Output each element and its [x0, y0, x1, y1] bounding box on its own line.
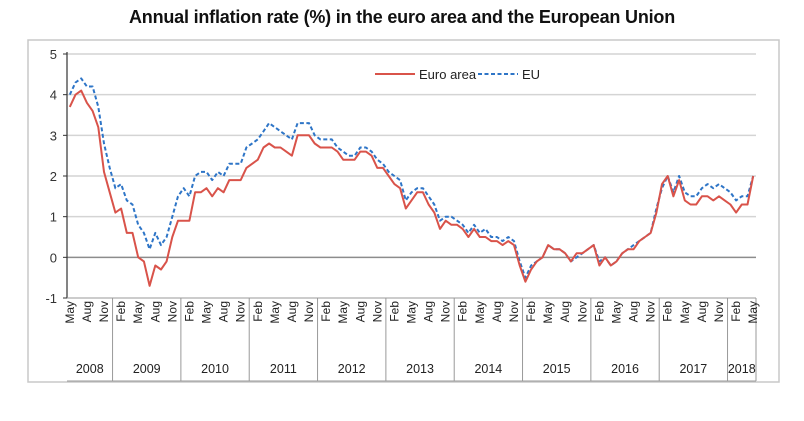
x-month-label: Aug [285, 301, 299, 322]
x-year-label: 2009 [133, 362, 161, 376]
x-month-label: Aug [558, 301, 572, 322]
x-month-label: Aug [80, 301, 94, 322]
x-month-label: Nov [644, 301, 658, 322]
x-month-label: Aug [353, 301, 367, 322]
x-month-label: May [63, 301, 77, 324]
y-tick-label: 4 [50, 88, 57, 103]
x-month-label: Feb [114, 301, 128, 322]
x-month-label: Nov [575, 301, 589, 322]
series-line-euro-area [68, 89, 755, 287]
y-tick-label: 2 [50, 169, 57, 184]
x-month-label: May [678, 301, 692, 324]
x-year-label: 2015 [543, 362, 571, 376]
x-month-label: Aug [148, 301, 162, 322]
x-month-label: Aug [217, 301, 231, 322]
chart-frame [27, 39, 780, 383]
x-month-label: Feb [524, 301, 538, 322]
x-month-label: Feb [251, 301, 265, 322]
x-month-label: Aug [422, 301, 436, 322]
x-month-label: Feb [456, 301, 470, 322]
x-year-label: 2018 [728, 362, 756, 376]
x-month-label: Nov [370, 301, 384, 322]
x-year-label: 2016 [611, 362, 639, 376]
x-month-label: May [268, 301, 282, 324]
y-tick-label: 3 [50, 128, 57, 143]
x-month-label: Nov [165, 301, 179, 322]
chart-title: Annual inflation rate (%) in the euro ar… [128, 7, 676, 27]
x-month-label: May [746, 301, 760, 324]
x-month-label: Aug [695, 301, 709, 322]
x-year-label: 2012 [338, 362, 366, 376]
x-month-label: Nov [712, 301, 726, 322]
x-year-label: 2013 [406, 362, 434, 376]
x-month-label: May [336, 301, 350, 324]
x-month-label: Nov [97, 301, 111, 322]
x-month-label: Nov [439, 301, 453, 322]
x-year-label: 2008 [76, 362, 104, 376]
x-month-label: Nov [507, 301, 521, 322]
x-month-label: Feb [729, 301, 743, 322]
x-month-label: Nov [234, 301, 248, 322]
x-month-label: Feb [661, 301, 675, 322]
x-month-label: Feb [387, 301, 401, 322]
x-month-label: May [405, 301, 419, 324]
x-year-label: 2017 [679, 362, 707, 376]
x-month-label: Nov [302, 301, 316, 322]
legend-label: EU [522, 67, 540, 82]
y-tick-label: 5 [50, 47, 57, 62]
legend-label: Euro area [419, 67, 477, 82]
x-year-label: 2011 [270, 362, 297, 376]
x-month-label: May [473, 301, 487, 324]
x-year-label: 2010 [201, 362, 229, 376]
x-month-label: May [131, 301, 145, 324]
x-month-label: Feb [319, 301, 333, 322]
x-month-label: May [541, 301, 555, 324]
y-tick-label: 1 [50, 210, 57, 225]
series-line-eu [68, 77, 755, 279]
y-tick-label: 0 [50, 250, 57, 265]
y-tick-label: -1 [45, 291, 57, 306]
x-month-label: Feb [182, 301, 196, 322]
x-month-label: May [609, 301, 623, 324]
x-year-label: 2014 [474, 362, 502, 376]
x-month-label: Feb [592, 301, 606, 322]
x-month-label: May [200, 301, 214, 324]
x-month-label: Aug [627, 301, 641, 322]
x-month-label: Aug [490, 301, 504, 322]
